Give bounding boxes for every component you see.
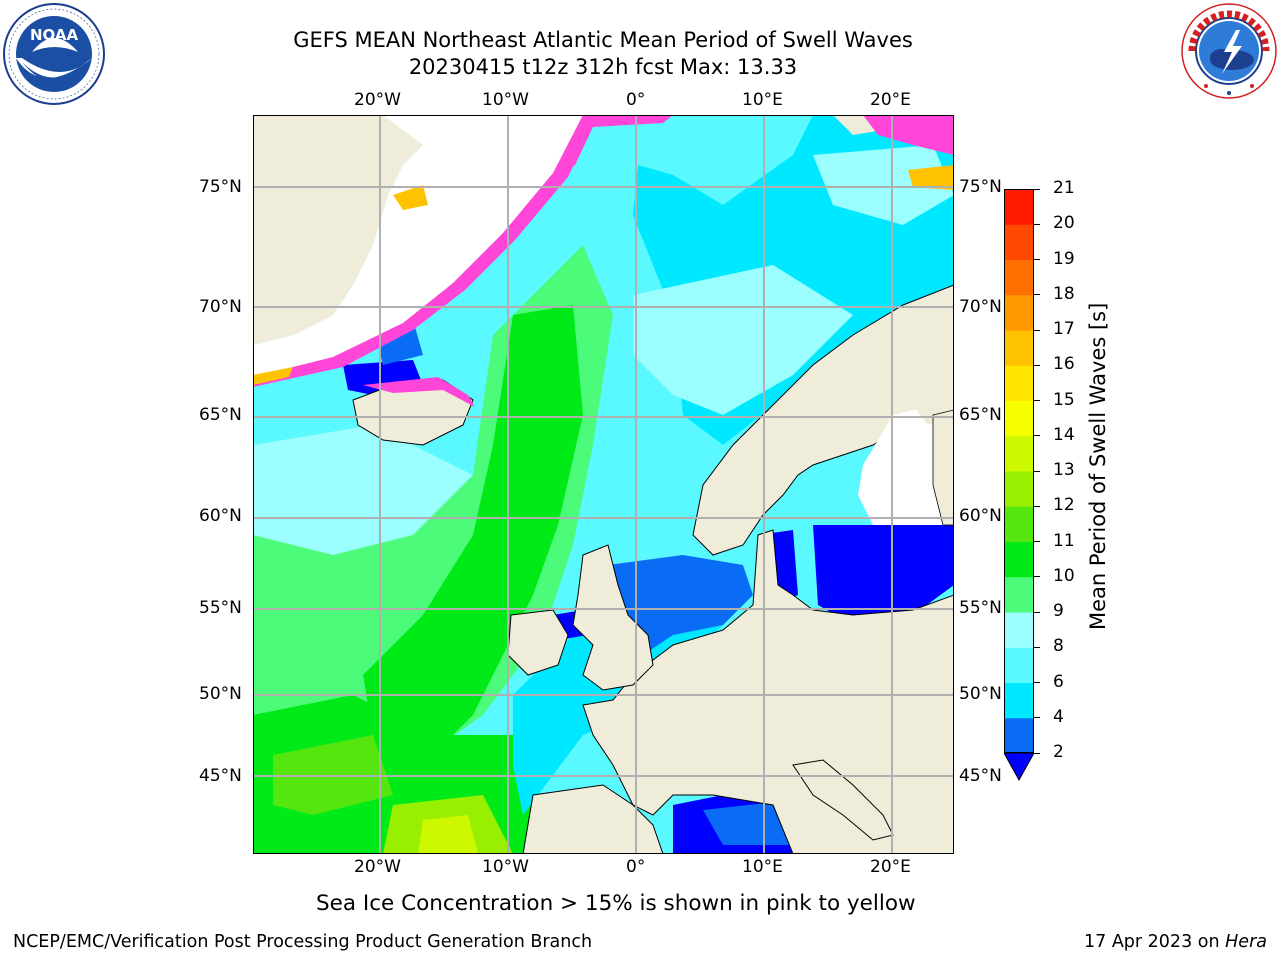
colorbar-under-extension: [1003, 752, 1035, 782]
colorbar-tick-label: 4: [1053, 706, 1064, 727]
y-tick-left-45n: 45°N: [199, 766, 242, 786]
colorbar-tick-label: 16: [1053, 354, 1075, 375]
colorbar-tick-mark: [1034, 541, 1040, 542]
colorbar-segment: [1004, 576, 1034, 613]
colorbar-tick-mark: [1034, 682, 1040, 683]
map-panel: [253, 115, 954, 854]
y-tick-right-45n: 45°N: [959, 766, 1002, 786]
x-tick-bottom-20e: 20°E: [870, 857, 911, 877]
colorbar-tick-label: 10: [1053, 565, 1075, 586]
colorbar-tick-label: 21: [1053, 178, 1075, 198]
colorbar-tick-mark: [1034, 470, 1040, 472]
colorbar-tick-label: 20: [1053, 213, 1075, 234]
colorbar-segment: [1004, 259, 1034, 296]
chart-title: GEFS MEAN Northeast Atlantic Mean Period…: [293, 28, 913, 52]
colorbar-tick-mark: [1034, 646, 1040, 648]
colorbar-tick-label: 15: [1053, 389, 1075, 410]
colorbar-segment: [1004, 541, 1034, 578]
y-tick-left-65n: 65°N: [199, 405, 242, 425]
colorbar-tick-mark: [1034, 611, 1040, 613]
x-tick-bottom-20w: 20°W: [354, 857, 401, 877]
y-tick-right-75n: 75°N: [959, 177, 1002, 197]
x-tick-top-10e: 10°E: [742, 90, 783, 110]
colorbar-tick-label: 18: [1053, 283, 1075, 304]
colorbar-tick-label: 11: [1053, 530, 1075, 551]
colorbar-border: [1004, 189, 1034, 753]
y-tick-right-60n: 60°N: [959, 506, 1002, 526]
y-tick-left-50n: 50°N: [199, 684, 242, 704]
y-tick-left-75n: 75°N: [199, 177, 242, 197]
x-tick-top-20e: 20°E: [870, 90, 911, 110]
colorbar-label: Mean Period of Swell Waves [s]: [1086, 302, 1110, 630]
colorbar-tick-label: 9: [1053, 601, 1064, 621]
colorbar-tick-mark: [1034, 717, 1040, 719]
colorbar-tick-mark: [1034, 752, 1040, 754]
y-tick-left-60n: 60°N: [199, 506, 242, 526]
noaa-logo: NOAA: [2, 2, 106, 106]
colorbar-segment: [1004, 717, 1034, 754]
x-tick-top-0: 0°: [626, 90, 646, 110]
colorbar-segment: [1004, 294, 1034, 331]
colorbar-tick-label: 13: [1053, 460, 1075, 480]
footer-date: 17 Apr 2023 on Hera: [1084, 932, 1267, 952]
footer-host: Hera: [1225, 932, 1267, 952]
colorbar-tick-label: 2: [1053, 742, 1064, 762]
colorbar-tick-mark: [1034, 329, 1040, 331]
colorbar-segment: [1004, 647, 1034, 683]
colorbar-tick-mark: [1034, 400, 1040, 401]
colorbar-segment: [1004, 682, 1034, 719]
colorbar-tick-label: 8: [1053, 636, 1064, 657]
colorbar-segment: [1004, 471, 1034, 507]
colorbar-segment: [1004, 400, 1034, 437]
x-tick-bottom-0: 0°: [626, 857, 646, 877]
graticule: [253, 115, 954, 854]
colorbar-segment: [1004, 506, 1034, 542]
colorbar-tick-mark: [1034, 259, 1040, 260]
y-tick-right-50n: 50°N: [959, 684, 1002, 704]
colorbar-tick-mark: [1034, 576, 1040, 578]
colorbar-tick-mark: [1034, 435, 1040, 437]
map-border: [253, 115, 954, 854]
colorbar-segment: [1004, 189, 1034, 225]
colorbar-tick-mark: [1034, 294, 1040, 296]
colorbar-segment: [1004, 330, 1034, 366]
noaa-logo-text: NOAA: [30, 26, 79, 44]
nws-logo: [1180, 2, 1278, 100]
greenland-land: [253, 115, 433, 345]
y-tick-right-65n: 65°N: [959, 405, 1002, 425]
x-tick-top-20w: 20°W: [354, 90, 401, 110]
colorbar-tick-label: 19: [1053, 248, 1075, 269]
footer-date-text: 17 Apr 2023 on: [1084, 932, 1226, 952]
x-tick-bottom-10e: 10°E: [742, 857, 783, 877]
colorbar-tick-label: 12: [1053, 495, 1075, 516]
chart-subtitle: 20230415 t12z 312h fcst Max: 13.33: [408, 55, 798, 79]
colorbar-tick-mark: [1034, 364, 1040, 366]
colorbar-tick-label: 17: [1053, 319, 1075, 339]
colorbar-tick-mark: [1034, 188, 1040, 190]
colorbar-tick-label: 6: [1053, 671, 1064, 692]
y-tick-left-70n: 70°N: [199, 297, 242, 317]
colorbar-segment: [1004, 435, 1034, 472]
x-tick-bottom-10w: 10°W: [482, 857, 529, 877]
colorbar-tick-mark: [1034, 223, 1040, 225]
iberia-land: [522, 784, 664, 854]
colorbar-segment: [1004, 612, 1034, 648]
y-tick-right-70n: 70°N: [959, 297, 1002, 317]
colorbar-segment: [1004, 224, 1034, 260]
y-tick-right-55n: 55°N: [959, 598, 1002, 618]
sea-ice-note: Sea Ice Concentration > 15% is shown in …: [316, 891, 916, 916]
colorbar-segment: [1004, 365, 1034, 401]
colorbar-tick-label: 14: [1053, 424, 1075, 445]
footer-credit: NCEP/EMC/Verification Post Processing Pr…: [13, 932, 593, 952]
x-tick-top-10w: 10°W: [482, 90, 529, 110]
colorbar-tick-mark: [1034, 505, 1040, 507]
colorbar: [1003, 189, 1035, 782]
y-tick-left-55n: 55°N: [199, 598, 242, 618]
great-britain-land: [572, 544, 654, 691]
